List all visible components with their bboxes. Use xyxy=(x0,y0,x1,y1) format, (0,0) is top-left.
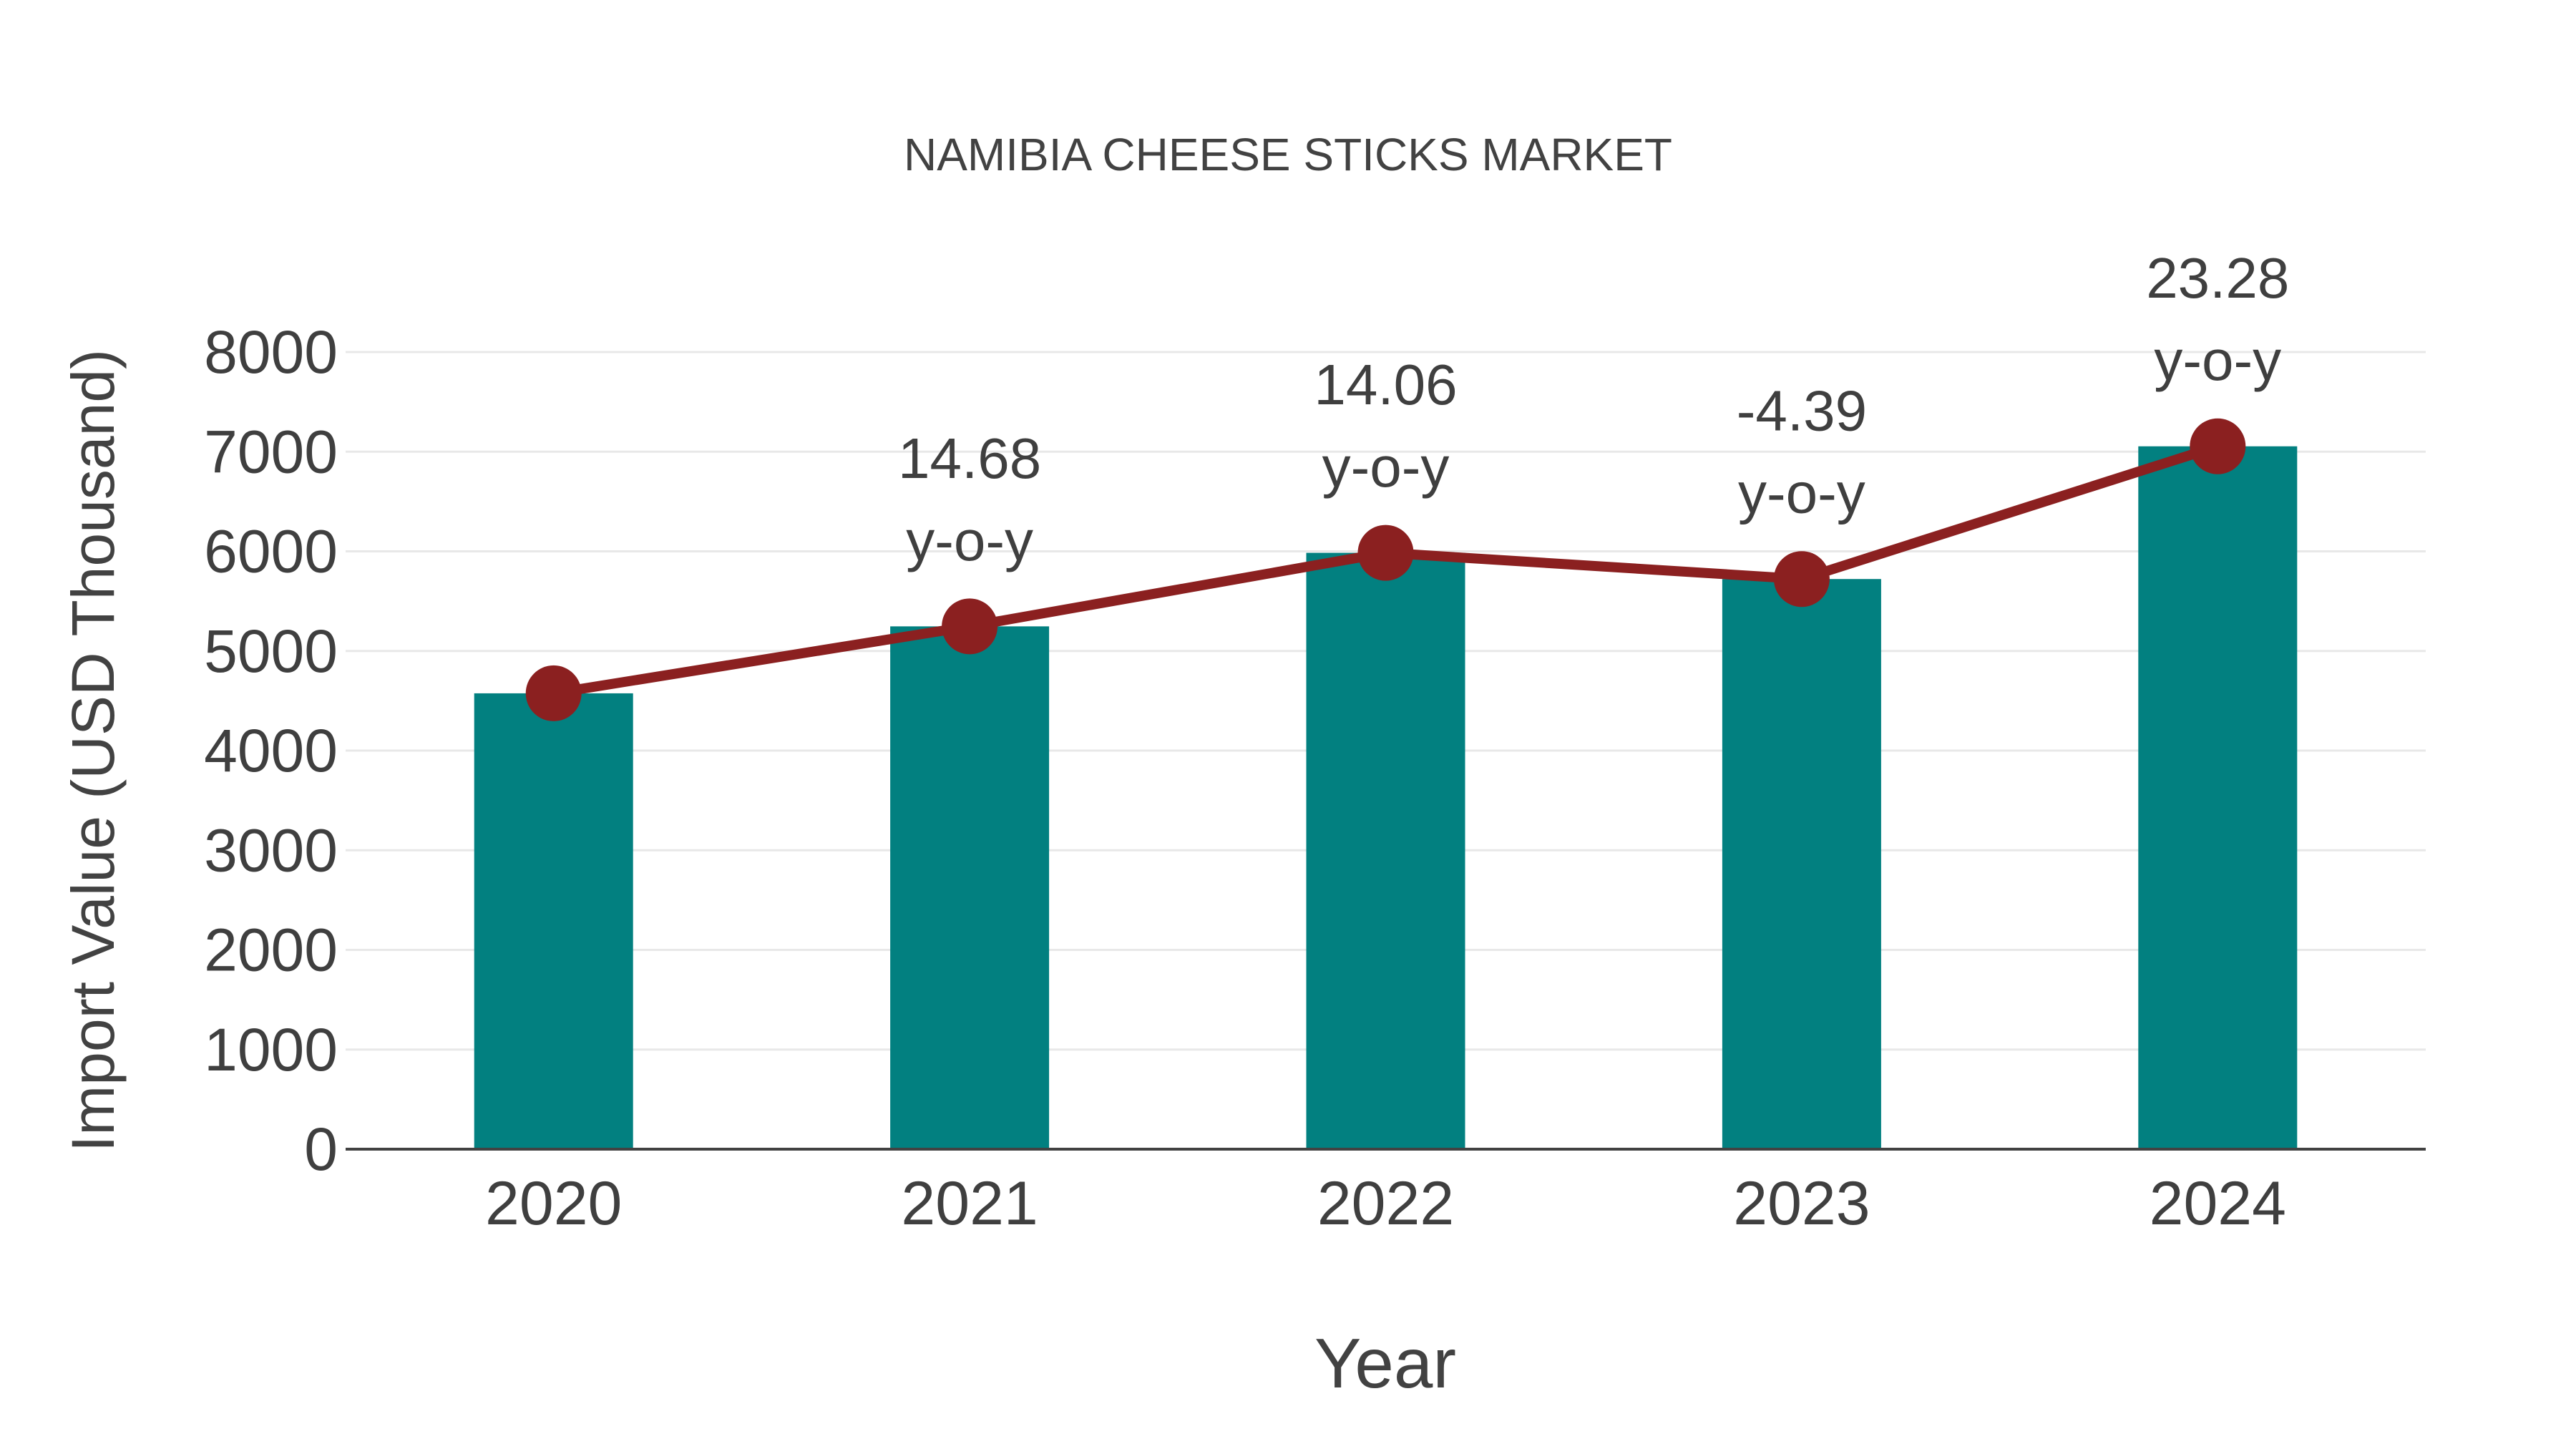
line-marker xyxy=(942,598,998,655)
y-tick-label: 6000 xyxy=(204,518,338,585)
annotation-yoy: y-o-y xyxy=(906,509,1033,572)
bar xyxy=(474,693,633,1149)
y-tick-label: 2000 xyxy=(204,917,338,984)
annotation-value: -4.39 xyxy=(1737,379,1867,443)
bar-series xyxy=(474,446,2298,1149)
x-tick-labels: 2020 2021 2022 2023 2024 xyxy=(485,1169,2286,1238)
line-marker xyxy=(2190,418,2246,474)
x-tick-label: 2020 xyxy=(485,1169,622,1238)
x-axis-title: Year xyxy=(1314,1324,1456,1402)
bar xyxy=(1722,579,1881,1149)
y-tick-label: 3000 xyxy=(204,816,338,884)
y-tick-label: 1000 xyxy=(204,1016,338,1083)
line-marker xyxy=(1773,551,1830,608)
annotation-value: 14.68 xyxy=(898,426,1041,490)
line-series xyxy=(525,418,2246,721)
x-tick-label: 2024 xyxy=(2150,1169,2286,1238)
line-marker xyxy=(525,665,582,721)
chart-title: NAMIBIA CHEESE STICKS MARKET xyxy=(904,129,1672,180)
annotation-value: 23.28 xyxy=(2146,246,2289,310)
annotation-yoy: y-o-y xyxy=(2154,328,2281,392)
line-marker xyxy=(1357,525,1414,581)
annotation-value: 14.06 xyxy=(1314,353,1457,416)
annotation-yoy: y-o-y xyxy=(1738,462,1865,525)
y-tick-label: 4000 xyxy=(204,717,338,784)
x-tick-label: 2022 xyxy=(1317,1169,1454,1238)
annotation-yoy: y-o-y xyxy=(1322,435,1450,499)
y-tick-label: 0 xyxy=(304,1116,338,1183)
yoy-annotations: 14.68 y-o-y 14.06 y-o-y -4.39 y-o-y 23.28 y-o-y xyxy=(898,246,2289,572)
y-tick-label: 7000 xyxy=(204,418,338,485)
y-axis-title: Import Value (USD Thousand) xyxy=(59,349,127,1152)
bar xyxy=(2138,446,2298,1149)
y-tick-labels: 0 1000 2000 3000 4000 5000 6000 7000 8000 xyxy=(204,318,338,1183)
x-tick-label: 2021 xyxy=(901,1169,1038,1238)
bar xyxy=(1306,552,1465,1149)
y-tick-label: 5000 xyxy=(204,618,338,685)
x-tick-label: 2023 xyxy=(1733,1169,1870,1238)
y-tick-label: 8000 xyxy=(204,318,338,386)
bar xyxy=(890,626,1050,1149)
